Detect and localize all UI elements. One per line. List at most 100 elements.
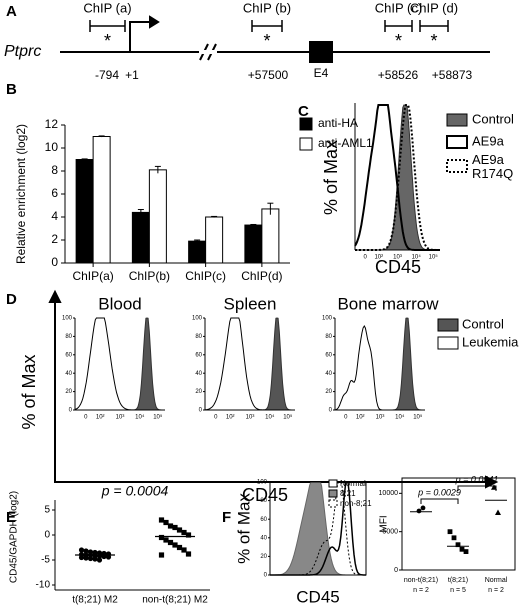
y-tick-label: 20 [260, 554, 267, 560]
arrowhead [485, 475, 499, 489]
y-tick-label: 5000 [382, 529, 398, 536]
subplot-title: Spleen [224, 294, 277, 313]
x-tick-label: 10³ [393, 255, 402, 261]
legend-swatch [328, 499, 338, 508]
data-point [172, 542, 178, 548]
y-tick-label: 100 [322, 316, 333, 322]
chip-label: ChIP (c) [375, 0, 422, 15]
y-tick-label: -10 [36, 580, 51, 591]
x-tick-label: non-t(8;21) M2 [142, 595, 208, 606]
y-tick-label: 40 [65, 371, 72, 377]
y-tick-label: 0 [69, 408, 73, 414]
chip-label: ChIP (d) [410, 0, 458, 15]
chip-asterisk: * [395, 31, 402, 51]
x-tick-label: 0 [214, 415, 218, 421]
data-point [158, 552, 165, 558]
y-tick-label: 4 [51, 209, 58, 223]
data-point [83, 548, 89, 554]
data-point [158, 517, 165, 523]
position-label: +58873 [432, 68, 473, 82]
data-point [83, 555, 89, 561]
data-point [176, 527, 183, 533]
y-tick-label: 20 [195, 389, 202, 395]
legend-label: Normal [340, 479, 366, 488]
y-tick-label: 10 [45, 140, 59, 154]
y-tick-label: 80 [325, 334, 332, 340]
r174q-histogram [355, 104, 440, 251]
data-point [185, 532, 192, 538]
bar [205, 216, 224, 264]
y-tick-label: 100 [62, 316, 73, 322]
panel-label: F [222, 509, 231, 526]
comparison-bracket [420, 498, 459, 504]
x-tick-label: 10² [96, 415, 105, 421]
legend-swatch [328, 489, 338, 498]
panel-label: A [6, 3, 17, 20]
x-tick-label: 10⁴ [135, 414, 145, 421]
x-tick-label: 0 [84, 415, 88, 421]
data-point [158, 534, 165, 541]
bar [148, 169, 167, 264]
x-axis-title: CD45 [296, 587, 339, 606]
panel-label: E [6, 509, 16, 526]
x-tick-label: 10³ [376, 415, 385, 421]
y-tick-label: 0 [264, 573, 268, 579]
y-tick-label: 20 [325, 389, 332, 395]
bar [261, 208, 280, 264]
x-tick-label: ChIP(c) [185, 269, 226, 283]
y-tick-label: 10000 [379, 490, 399, 497]
y-tick-label: 8 [51, 163, 58, 177]
annotation: p = 0.0004 [101, 483, 169, 499]
data-point [181, 529, 187, 536]
x-tick-label: t(8;21) M2 [72, 595, 118, 606]
y-tick-label: 0 [51, 255, 58, 269]
legend-swatch [446, 135, 468, 149]
x-tick-label: 10² [356, 415, 365, 421]
panel-label: B [6, 81, 17, 98]
y-tick-label: 60 [325, 352, 332, 358]
y-tick-label: 20 [65, 389, 72, 395]
data-point [167, 523, 174, 529]
x-tick-label: n = 5 [450, 587, 466, 594]
data-point [167, 539, 174, 546]
y-tick-label: 60 [195, 352, 202, 358]
plot-frame [269, 481, 367, 576]
y-tick-label: 6 [51, 186, 58, 200]
y-tick-label: 12 [45, 117, 59, 131]
y-tick-label: 40 [195, 371, 202, 377]
tss-arrowhead [149, 15, 160, 29]
data-point [455, 542, 461, 548]
comparison-label: p = 0.0029 [417, 487, 461, 497]
data-point [447, 529, 453, 535]
gene-name: Ptprc [4, 43, 41, 60]
data-point [181, 547, 187, 553]
x-tick-label: 10⁵ [429, 254, 439, 261]
y-axis-title: CD45/GAPDH (log2) [9, 491, 20, 583]
position-label: -794 [95, 68, 119, 82]
x-tick-label: 10⁵ [413, 414, 423, 421]
x-tick-label: 10⁵ [283, 414, 293, 421]
bar [92, 136, 111, 264]
arrowhead [48, 289, 62, 303]
data-point [463, 549, 469, 554]
legend-swatch [437, 336, 459, 350]
y-tick-label: 80 [260, 498, 267, 504]
legend-swatch [299, 117, 313, 131]
data-point [78, 547, 85, 553]
y-tick-label: 60 [260, 517, 267, 523]
x-tick-label: non-t(8;21) [404, 577, 438, 584]
y-tick-label: 0 [44, 530, 50, 541]
x-tick-label: 10⁵ [153, 414, 163, 421]
y-tick-label: 5 [44, 505, 50, 516]
legend-swatch [446, 159, 468, 173]
chip-asterisk: * [263, 31, 270, 51]
legend-label: anti-HA [318, 116, 358, 130]
y-tick-label: 80 [65, 334, 72, 340]
panel-label: C [298, 103, 309, 120]
y-tick-label: 40 [260, 535, 267, 541]
chip-asterisk: * [104, 31, 111, 51]
comparison-bracket [457, 485, 497, 491]
position-label: +57500 [248, 68, 289, 82]
y-tick-label: 100 [192, 316, 203, 322]
x-tick-label: n = 2 [488, 587, 504, 594]
